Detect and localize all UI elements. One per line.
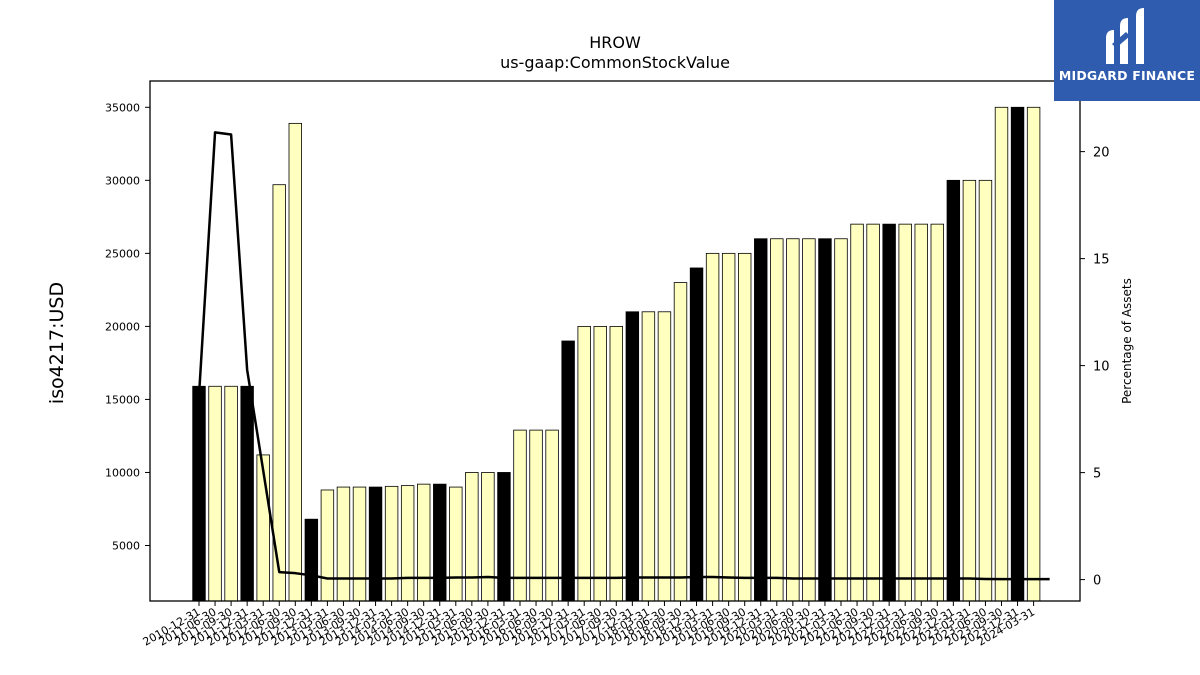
bar — [368, 486, 383, 602]
bar — [336, 486, 351, 602]
bar — [545, 429, 559, 602]
bar — [609, 325, 624, 602]
y-tick-label-left: 10000 — [105, 466, 140, 479]
y-tick-label-right: 0 — [1093, 574, 1101, 589]
bar — [208, 385, 222, 602]
chart-subtitle: us-gaap:CommonStockValue — [500, 53, 730, 72]
bar — [834, 238, 848, 602]
bar — [1010, 106, 1025, 602]
bar — [577, 325, 591, 602]
y-tick-label-left: 25000 — [105, 247, 140, 260]
bar — [930, 223, 945, 602]
bar — [497, 472, 511, 602]
bar — [400, 485, 415, 602]
bar — [449, 486, 463, 602]
bar — [481, 472, 495, 602]
bar — [657, 311, 672, 602]
bar — [738, 252, 752, 602]
bar — [770, 238, 784, 602]
bar — [529, 429, 543, 602]
bar — [384, 485, 399, 602]
bar — [513, 429, 527, 602]
bar — [673, 282, 688, 602]
bar — [304, 518, 319, 602]
y-tick-label-right: 10 — [1093, 360, 1110, 375]
bar — [320, 489, 335, 602]
bar — [240, 385, 254, 602]
bar — [625, 311, 640, 602]
bar — [1026, 106, 1041, 602]
logo-text: MIDGARD FINANCE — [1058, 68, 1196, 83]
bar — [352, 486, 367, 602]
y-axis-label-right-text: Percentage of Assets — [1120, 278, 1134, 404]
bar — [962, 179, 977, 602]
series-line — [197, 131, 1050, 581]
bar — [946, 179, 961, 602]
bar — [994, 106, 1009, 602]
bar — [192, 385, 206, 602]
midgard-finance-logo: MIDGARD FINANCE — [1054, 0, 1200, 101]
bar — [898, 223, 912, 602]
y-tick-label-left: 30000 — [105, 174, 140, 187]
y-tick-label-left: 15000 — [105, 393, 140, 406]
bar — [754, 238, 768, 602]
bar — [882, 223, 896, 602]
bar — [416, 483, 431, 602]
bar — [818, 238, 832, 602]
bar — [786, 238, 800, 602]
logo-mark-icon — [1106, 8, 1144, 64]
bar — [465, 472, 479, 602]
bar — [850, 223, 864, 602]
bar — [705, 252, 720, 602]
y-axis-label-left-text: iso4217:USD — [46, 281, 68, 405]
plot-frame — [149, 80, 1081, 602]
bar — [978, 179, 993, 602]
bar — [914, 223, 928, 602]
bar — [433, 483, 447, 602]
bar — [641, 311, 656, 602]
bar — [689, 267, 704, 602]
y-tick-label-right: 20 — [1093, 146, 1110, 161]
y-tick-label-right: 5 — [1093, 467, 1101, 482]
y-tick-label-right: 15 — [1093, 253, 1110, 268]
y-tick-label-left: 20000 — [105, 320, 140, 333]
bar — [593, 325, 607, 602]
bar — [224, 385, 238, 602]
chart-title: HROW — [589, 33, 641, 52]
bar — [721, 252, 736, 602]
bar — [866, 223, 880, 602]
y-tick-label-left: 35000 — [105, 101, 140, 114]
bar — [288, 122, 303, 602]
bar — [802, 238, 816, 602]
y-tick-label-left: 5000 — [112, 539, 140, 552]
bar — [561, 340, 575, 602]
